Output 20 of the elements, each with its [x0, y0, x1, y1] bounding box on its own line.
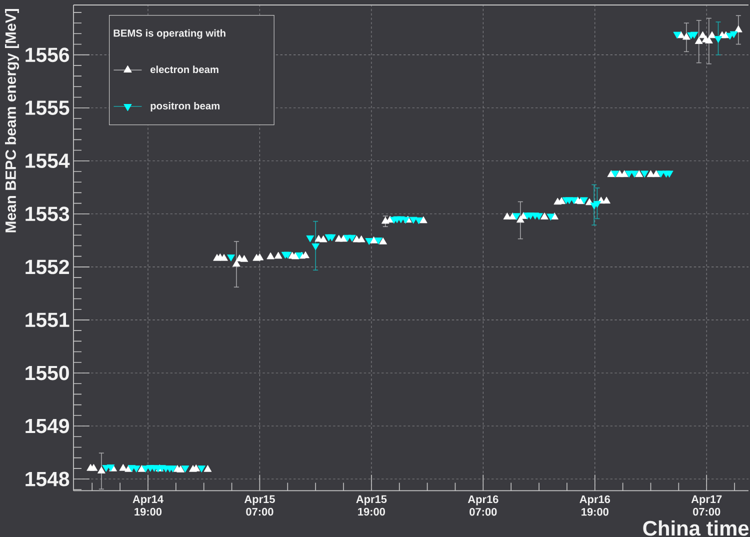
x-tick-label: Apr17 07:00	[691, 495, 722, 516]
y-tick-label: 1548	[26, 472, 70, 486]
y-tick-label: 1552	[26, 260, 69, 274]
y-tick-label: 1553	[26, 206, 70, 222]
y-tick-label: 1550	[26, 366, 69, 380]
x-tick-label: Apr16 07:00	[468, 495, 498, 516]
y-tick-label: 1556	[26, 48, 70, 62]
y-axis-title: Mean BEPC beam energy [MeV]	[5, 9, 20, 232]
y-tick-label: 1555	[26, 100, 70, 115]
legend-label: electron beam	[150, 66, 218, 74]
legend-label: positron beam	[150, 102, 220, 112]
x-tick-label: Apr16 19:00	[580, 495, 610, 516]
legend-title: BEMS is operating with	[114, 29, 226, 39]
x-tick-label: Apr15 07:00	[244, 495, 275, 516]
y-tick-label: 1551	[26, 312, 70, 328]
x-tick-label: Apr15 19:00	[356, 495, 387, 516]
x-axis-title: China time	[643, 520, 749, 536]
y-tick-label: 1554	[26, 154, 70, 168]
x-tick-label: Apr14 19:00	[132, 495, 164, 516]
y-tick-label: 1549	[26, 418, 70, 434]
